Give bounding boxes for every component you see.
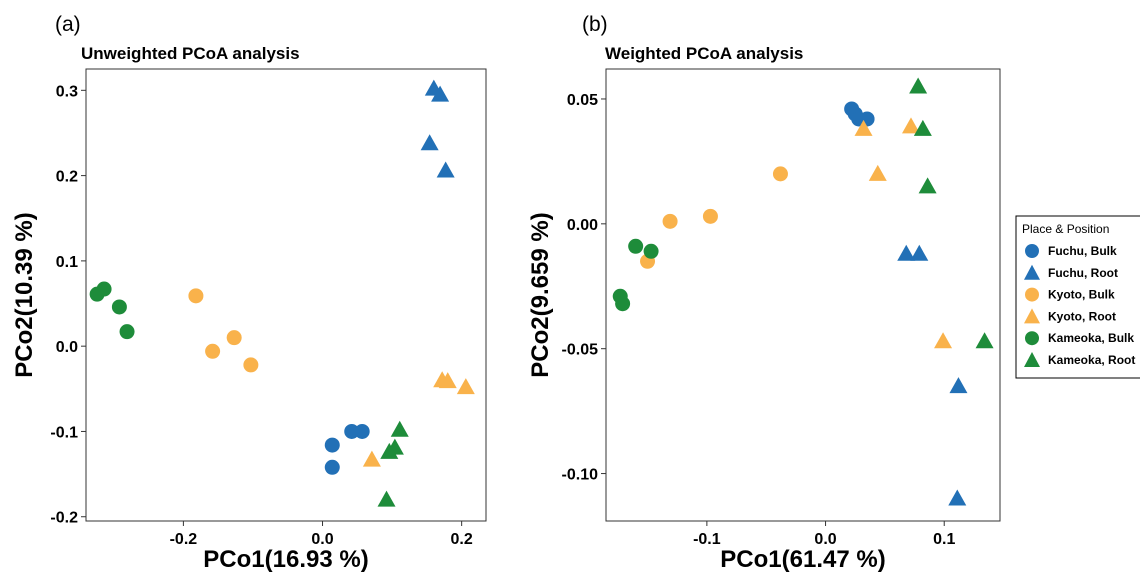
data-point: [205, 343, 221, 359]
y-tick-label: -0.1: [50, 424, 78, 441]
legend-entry: Kyoto, Bulk: [1025, 287, 1115, 302]
x-axis-title-a: PCo1(16.93 %): [203, 546, 368, 572]
data-point: [934, 332, 953, 349]
x-axis-title-b: PCo1(61.47 %): [720, 546, 885, 572]
x-tick-label: -0.1: [693, 531, 721, 548]
y-tick-label: -0.2: [50, 510, 78, 527]
data-point: [643, 243, 659, 259]
legend-label: Fuchu, Root: [1048, 266, 1118, 280]
legend-label: Fuchu, Bulk: [1048, 244, 1117, 258]
x-tick-label: 0.0: [814, 531, 836, 548]
legend-triangle-marker: [1024, 308, 1040, 324]
panel-a-tag: (a): [55, 13, 81, 36]
panel-unweighted: (a) Unweighted PCoA analysis PCo1(16.93 …: [11, 13, 487, 572]
legend-label: Kyoto, Root: [1048, 309, 1116, 323]
legend-entry: Kameoka, Root: [1024, 352, 1135, 367]
data-point: [226, 330, 242, 346]
plot-area-b: [605, 68, 1001, 522]
data-point: [949, 377, 968, 394]
legend-entry: Kameoka, Bulk: [1025, 331, 1134, 346]
data-point: [909, 77, 928, 94]
legend-circle-marker: [1025, 244, 1039, 258]
y-tick-label: -0.10: [562, 467, 599, 484]
y-axis-title-b: PCo2(9.659 %): [527, 212, 554, 377]
plot-area-a: [85, 68, 487, 522]
legend-items: Fuchu, Bulk Fuchu, Root Kyoto, Bulk Kyoto, …: [1024, 244, 1135, 367]
data-point: [344, 423, 360, 439]
panel-a-title: Unweighted PCoA analysis: [81, 44, 300, 63]
data-point: [854, 119, 873, 136]
axis-ticks-a: -0.2 0.0 0.2 -0.2 -0.1 0.0 0.1 0.2 0.3: [50, 83, 472, 548]
data-point: [628, 238, 644, 254]
scatter-points-a: [89, 79, 475, 507]
data-point: [377, 490, 396, 507]
data-point: [702, 208, 718, 224]
data-point: [897, 244, 916, 261]
data-point: [96, 281, 112, 297]
data-point: [456, 378, 475, 395]
legend-triangle-marker: [1024, 264, 1040, 280]
data-point: [243, 357, 259, 373]
legend-entry: Kyoto, Root: [1024, 308, 1116, 324]
y-tick-label: 0.3: [56, 83, 78, 100]
x-tick-label: 0.0: [311, 531, 333, 548]
x-tick-label: 0.2: [451, 531, 473, 548]
panel-b-tag: (b): [582, 13, 608, 36]
data-point: [380, 442, 399, 459]
y-tick-label: -0.05: [562, 342, 599, 359]
y-tick-label: 0.1: [56, 254, 78, 271]
data-point: [913, 119, 932, 136]
data-point: [188, 288, 204, 304]
x-tick-label: -0.2: [170, 531, 198, 548]
data-point: [324, 437, 340, 453]
data-point: [918, 177, 937, 194]
legend: Place & Position Fuchu, Bulk Fuchu, Root K…: [1015, 215, 1140, 379]
axis-ticks-b: -0.1 0.0 0.1 -0.10 -0.05 0.00 0.05: [562, 92, 956, 548]
scatter-points-b: [612, 77, 994, 506]
y-tick-label: 0.2: [56, 169, 78, 186]
legend-triangle-marker: [1024, 352, 1040, 367]
legend-circle-marker: [1025, 287, 1039, 302]
x-tick-label: 0.1: [933, 531, 955, 548]
data-point: [662, 213, 678, 229]
data-point: [868, 164, 887, 181]
data-point: [362, 450, 381, 467]
y-axis-title-a: PCo2(10.39 %): [11, 212, 38, 377]
data-point: [772, 166, 788, 182]
data-point: [910, 244, 929, 261]
data-point: [431, 85, 450, 102]
legend-entry: Fuchu, Bulk: [1025, 244, 1117, 258]
data-point: [354, 423, 370, 439]
panel-weighted: (b) Weighted PCoA analysis PCo1(61.47 %)…: [527, 13, 1001, 572]
legend-label: Kyoto, Bulk: [1048, 288, 1115, 302]
data-point: [615, 296, 631, 312]
data-point: [420, 134, 439, 151]
y-tick-label: 0.00: [567, 217, 598, 234]
data-point: [975, 332, 994, 349]
y-tick-label: 0.0: [56, 339, 78, 356]
legend-label: Kameoka, Bulk: [1048, 331, 1134, 345]
data-point: [119, 324, 135, 340]
legend-circle-marker: [1025, 331, 1039, 346]
legend-title: Place & Position: [1022, 222, 1109, 236]
legend-entry: Fuchu, Root: [1024, 264, 1118, 280]
data-point: [436, 161, 455, 178]
data-point: [390, 420, 409, 437]
panel-b-title: Weighted PCoA analysis: [605, 44, 803, 63]
data-point: [324, 459, 340, 475]
legend-label: Kameoka, Root: [1048, 353, 1135, 367]
y-tick-label: 0.05: [567, 92, 598, 109]
data-point: [438, 372, 457, 389]
data-point: [948, 489, 967, 506]
data-point: [111, 299, 127, 315]
data-point: [901, 117, 920, 134]
